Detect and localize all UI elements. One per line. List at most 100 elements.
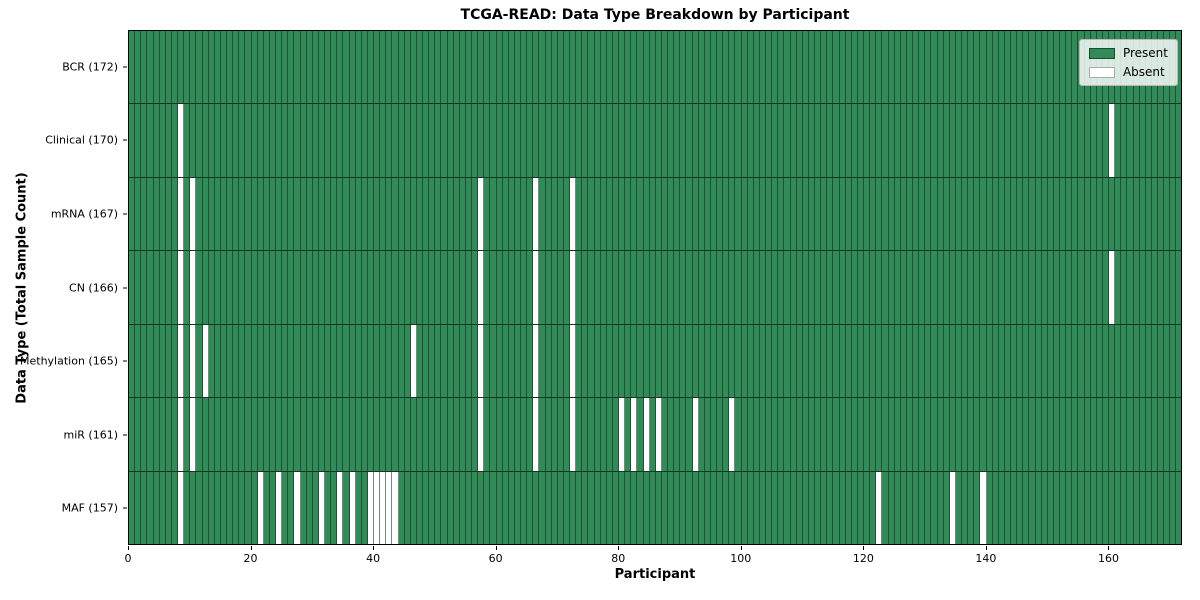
heatmap-cell xyxy=(368,104,374,177)
heatmap-cell xyxy=(264,324,270,398)
heatmap-cell xyxy=(460,251,466,324)
y-tick-label: miR (161) xyxy=(63,428,119,442)
legend: Present Absent xyxy=(1078,39,1178,86)
heatmap-cell xyxy=(815,104,822,177)
heatmap-cell xyxy=(301,398,307,471)
heatmap-cell xyxy=(748,398,754,471)
heatmap-cell xyxy=(196,177,203,251)
heatmap-cell xyxy=(570,31,577,104)
heatmap-cell xyxy=(484,31,491,104)
legend-item-absent: Absent xyxy=(1088,65,1168,79)
heatmap-cell xyxy=(239,31,246,104)
heatmap-cell xyxy=(227,398,234,471)
heatmap-cell xyxy=(325,398,332,471)
heatmap-cell xyxy=(423,471,430,544)
heatmap-cell xyxy=(889,104,895,177)
heatmap-cell xyxy=(950,31,956,104)
heatmap-cell xyxy=(454,104,460,177)
heatmap-cell xyxy=(533,31,540,104)
heatmap-cell xyxy=(423,324,430,398)
heatmap-cell xyxy=(619,177,626,251)
heatmap-cell xyxy=(184,324,191,398)
heatmap-cell xyxy=(803,31,809,104)
heatmap-cell xyxy=(711,324,717,398)
heatmap-cell xyxy=(490,398,497,471)
heatmap-cell xyxy=(1036,324,1042,398)
heatmap-cell xyxy=(809,177,815,251)
heatmap-cell xyxy=(497,31,503,104)
heatmap-cell xyxy=(840,251,846,324)
heatmap-cell xyxy=(184,471,191,544)
heatmap-cell xyxy=(742,177,748,251)
heatmap-cell xyxy=(288,104,295,177)
heatmap-cell xyxy=(1109,251,1116,324)
heatmap-cell xyxy=(668,104,675,177)
heatmap-cell xyxy=(350,398,356,471)
heatmap-cell xyxy=(160,398,166,471)
heatmap-cell xyxy=(1127,398,1134,471)
heatmap-cell xyxy=(735,398,742,471)
heatmap-cell xyxy=(135,177,142,251)
heatmap-cell xyxy=(1121,398,1128,471)
heatmap-cell xyxy=(650,471,656,544)
heatmap-cell xyxy=(809,104,815,177)
heatmap-cell xyxy=(190,251,197,324)
heatmap-cell xyxy=(552,471,558,544)
heatmap-cell xyxy=(1072,471,1079,544)
heatmap-cell xyxy=(166,471,172,544)
heatmap-cell xyxy=(1127,104,1134,177)
heatmap-cell xyxy=(405,324,411,398)
heatmap-cell xyxy=(417,31,423,104)
heatmap-cell xyxy=(356,398,362,471)
heatmap-cell xyxy=(1017,31,1024,104)
heatmap-cell xyxy=(472,177,479,251)
heatmap-cell xyxy=(913,471,920,544)
heatmap-cell xyxy=(325,471,332,544)
heatmap-cell xyxy=(552,104,558,177)
heatmap-cell xyxy=(497,104,503,177)
heatmap-cell xyxy=(662,31,668,104)
heatmap-cell xyxy=(466,398,472,471)
heatmap-cell xyxy=(582,471,589,544)
heatmap-cell xyxy=(1029,398,1036,471)
heatmap-cell xyxy=(1146,177,1152,251)
heatmap-cell xyxy=(582,177,589,251)
heatmap-cell xyxy=(423,104,430,177)
heatmap-cell xyxy=(435,251,442,324)
heatmap-cell xyxy=(919,398,926,471)
heatmap-cell xyxy=(1170,324,1177,398)
heatmap-cell xyxy=(399,104,405,177)
heatmap-cell xyxy=(533,471,540,544)
heatmap-cell xyxy=(766,177,773,251)
heatmap-cell xyxy=(454,251,460,324)
heatmap-cell xyxy=(546,31,552,104)
heatmap-cell xyxy=(852,177,858,251)
heatmap-cell xyxy=(503,104,509,177)
heatmap-cell xyxy=(1127,324,1134,398)
heatmap-cell xyxy=(919,104,926,177)
heatmap-cell xyxy=(797,177,803,251)
heatmap-cell xyxy=(1146,398,1152,471)
heatmap-cell xyxy=(729,471,736,544)
heatmap-row-maf xyxy=(129,471,1181,544)
heatmap-cell xyxy=(625,471,632,544)
heatmap-cell xyxy=(913,104,920,177)
heatmap-cell xyxy=(674,324,681,398)
heatmap-cell xyxy=(778,324,785,398)
heatmap-cell xyxy=(417,324,423,398)
heatmap-cell xyxy=(1097,471,1103,544)
heatmap-cell xyxy=(987,324,993,398)
heatmap-cell xyxy=(907,104,913,177)
heatmap-cell xyxy=(392,398,399,471)
heatmap-cell xyxy=(478,398,485,471)
heatmap-cell xyxy=(472,471,479,544)
heatmap-cell xyxy=(846,31,852,104)
heatmap-cell xyxy=(1054,251,1060,324)
heatmap-cell xyxy=(374,398,381,471)
heatmap-cell xyxy=(533,251,540,324)
heatmap-cell xyxy=(1134,471,1140,544)
heatmap-cell xyxy=(601,251,607,324)
heatmap-cell xyxy=(956,31,962,104)
heatmap-cell xyxy=(497,471,503,544)
heatmap-cell xyxy=(882,177,889,251)
